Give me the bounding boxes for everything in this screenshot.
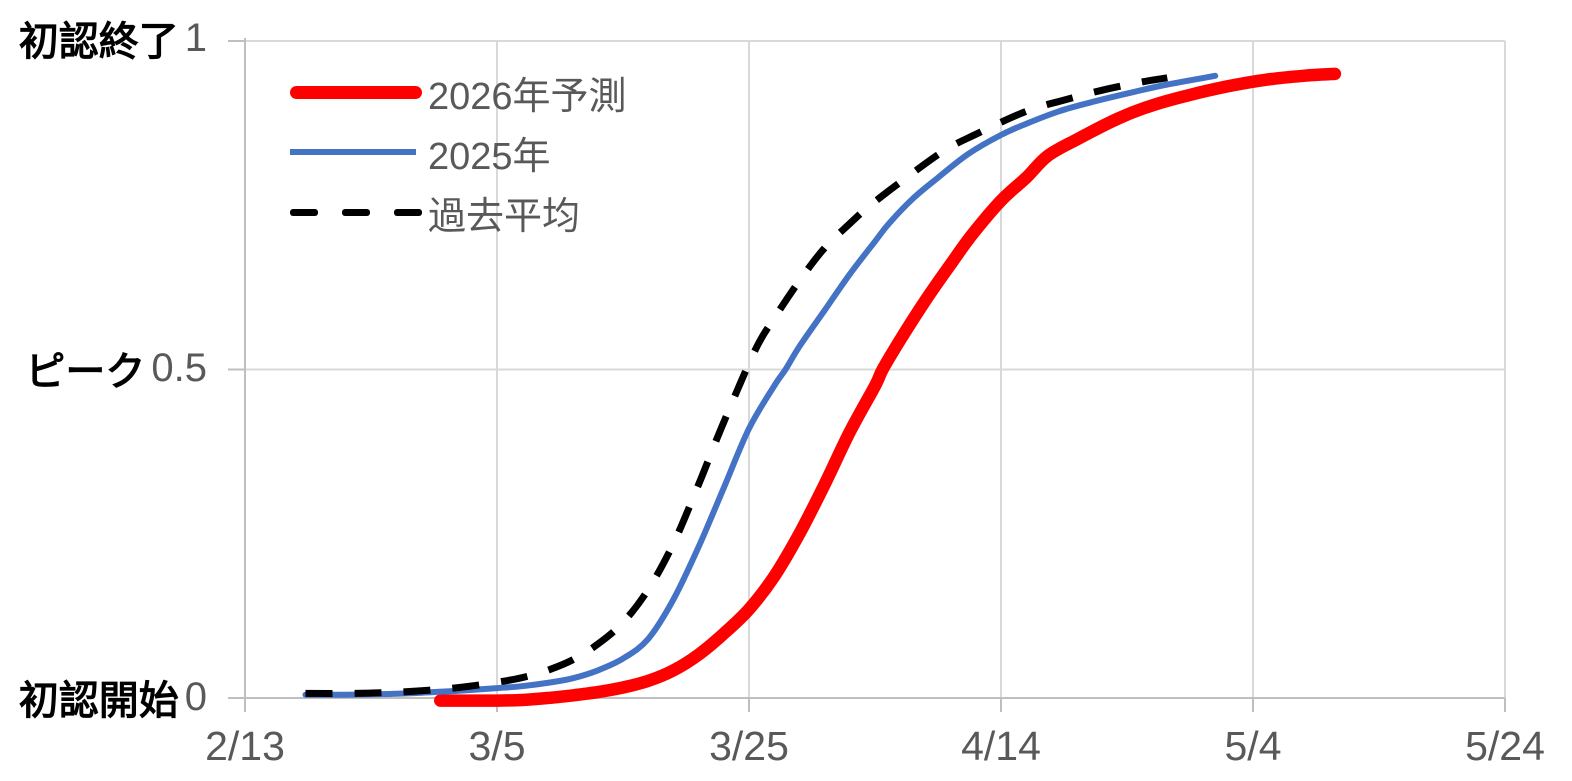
legend-swatch-red-line [290, 85, 422, 99]
x-tick-label-2/13: 2/13 [205, 723, 285, 769]
legend-swatch-dashed-line [290, 208, 422, 216]
y-label-shonin-kaishi: 初認開始 [18, 679, 179, 723]
legend-item-past-average: 過去平均 [290, 182, 627, 242]
y-tick-0: 0 [184, 674, 207, 719]
x-tick-label-5/24: 5/24 [1465, 723, 1545, 769]
y-axis-label-top: 初認終了 1 [0, 12, 207, 65]
legend-label-2025: 2025年 [428, 135, 551, 178]
y-label-peak: ピーク [25, 350, 146, 394]
series-line-2026-forecast [434, 67, 1342, 707]
series-line-past-average [305, 74, 1168, 697]
x-tick-label-3/5: 3/5 [469, 723, 526, 769]
legend: 2026年予測 2025年 過去平均 [290, 62, 627, 242]
legend-item-2026-forecast: 2026年予測 [290, 62, 627, 122]
y-axis-label-bottom: 初認開始 0 [0, 671, 207, 724]
legend-item-2025: 2025年 [290, 122, 627, 182]
legend-label-2026-forecast: 2026年予測 [428, 75, 627, 118]
legend-label-past-average: 過去平均 [428, 195, 581, 238]
legend-swatch-blue-line [290, 149, 422, 155]
y-axis-label-mid: ピーク 0.5 [0, 342, 207, 395]
series-line-2025 [302, 72, 1219, 698]
x-tick-label-4/14: 4/14 [961, 723, 1041, 769]
y-tick-0-5: 0.5 [151, 345, 207, 390]
y-label-shonin-shuryo: 初認終了 [18, 20, 179, 64]
y-tick-1: 1 [184, 15, 207, 60]
x-tick-label-5/4: 5/4 [1225, 723, 1282, 769]
x-tick-label-3/25: 3/25 [709, 723, 789, 769]
